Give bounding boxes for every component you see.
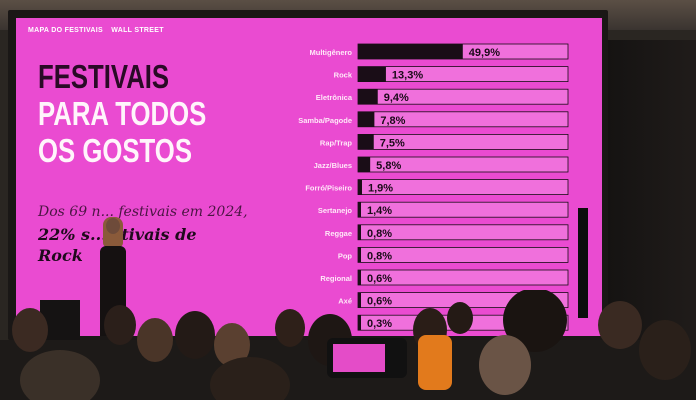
category-label: Eletrônica xyxy=(316,93,353,102)
bar xyxy=(358,292,361,308)
value-label: 0,6% xyxy=(367,296,392,308)
audience-head xyxy=(639,320,691,380)
speaker-tower xyxy=(578,208,588,318)
subtitle-line-3: Rock xyxy=(38,246,83,265)
brand-name: MAPA DO FESTIVAIS xyxy=(28,27,103,34)
category-label: Jazz/Blues xyxy=(314,161,352,170)
bar xyxy=(358,224,361,240)
subtitle-line-1: Dos 69 n... festivais em 2024, xyxy=(38,204,248,220)
category-label: Samba/Pagode xyxy=(298,116,352,125)
value-label: 7,5% xyxy=(380,137,405,149)
bar xyxy=(358,111,375,127)
bar xyxy=(358,66,386,82)
category-label: Multigênero xyxy=(310,48,353,57)
value-label: 49,9% xyxy=(469,47,500,59)
category-label: Regional xyxy=(320,274,352,283)
category-label: Forró/Piseiro xyxy=(305,184,352,193)
presentation-slide: MAPA DO FESTIVAIS WALL STREET FESTIVAIS … xyxy=(16,18,602,336)
audience-head xyxy=(12,308,48,352)
audience-head xyxy=(479,335,531,395)
audience-head xyxy=(214,323,250,367)
category-label: Axé xyxy=(338,297,352,306)
audience-head xyxy=(104,305,136,345)
value-label: 13,3% xyxy=(392,70,423,82)
headline-line-1: FESTIVAIS xyxy=(38,58,170,95)
audience-head xyxy=(175,311,215,359)
bar xyxy=(358,44,463,59)
value-label: 5,8% xyxy=(376,160,401,172)
audience-head xyxy=(20,350,100,400)
venue-wall xyxy=(608,40,696,340)
bar xyxy=(358,202,361,218)
category-label: Rock xyxy=(334,71,353,80)
value-label: 9,4% xyxy=(384,92,409,104)
bar xyxy=(358,157,371,172)
value-label: 1,4% xyxy=(367,205,392,217)
bar xyxy=(358,315,361,331)
category-label: Rap/Trap xyxy=(320,138,353,147)
audience-head xyxy=(598,301,642,349)
brand-partner: WALL STREET xyxy=(111,27,164,34)
value-label: 0,8% xyxy=(367,228,392,240)
audience-head xyxy=(137,318,173,362)
audience-jacket xyxy=(418,335,452,390)
bar-track xyxy=(357,66,569,82)
audience-phone xyxy=(327,338,407,378)
category-label: Pop xyxy=(338,251,353,260)
audience-head xyxy=(275,309,305,347)
audience-head xyxy=(447,302,473,334)
value-label: 0,3% xyxy=(367,318,392,330)
slide-headline: FESTIVAIS PARA TODOS OS GOSTOS xyxy=(38,58,206,169)
bar xyxy=(358,134,374,150)
bar xyxy=(358,247,361,263)
value-label: 1,9% xyxy=(368,183,393,195)
presenter-head xyxy=(106,218,120,234)
headline-line-3: OS GOSTOS xyxy=(38,132,193,169)
category-label: Reggae xyxy=(325,229,352,238)
category-label: Sertanejo xyxy=(318,206,353,215)
value-label: 0,8% xyxy=(367,250,392,262)
audience-head xyxy=(210,357,290,400)
bar xyxy=(358,179,362,195)
headline-line-2: PARA TODOS xyxy=(38,95,207,132)
value-label: 7,8% xyxy=(380,115,405,127)
brand-logo: MAPA DO FESTIVAIS WALL STREET xyxy=(28,27,164,34)
value-label: 0,6% xyxy=(367,273,392,285)
audience-head xyxy=(503,290,567,352)
bar xyxy=(358,89,378,105)
bar xyxy=(358,270,361,285)
phone-screen xyxy=(333,344,385,372)
